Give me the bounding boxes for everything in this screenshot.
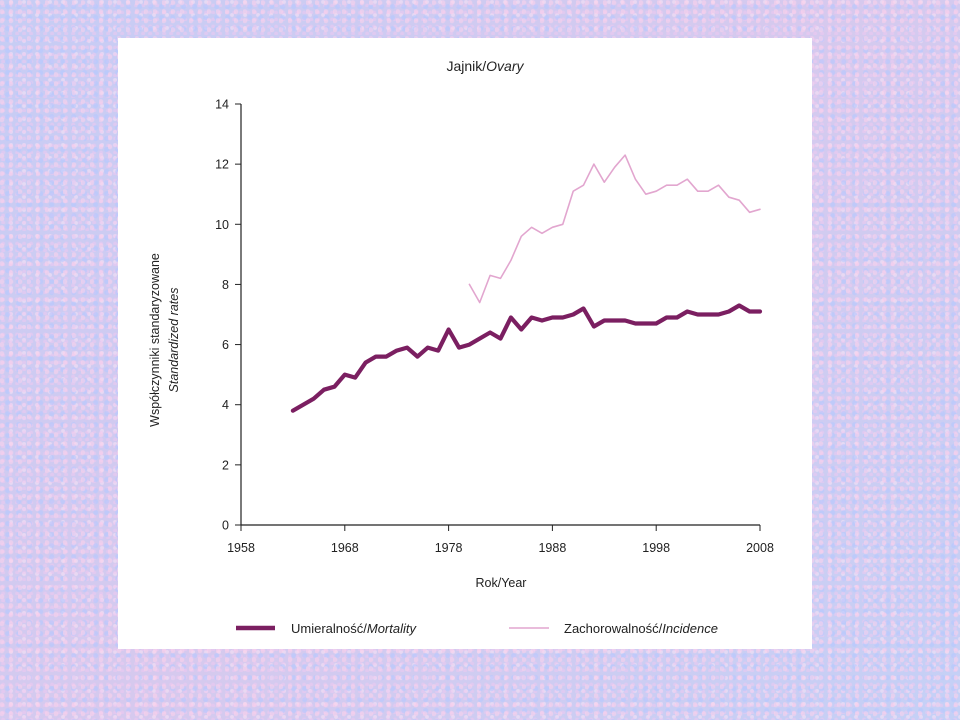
incidence-series-line — [468, 154, 761, 304]
y-tick-label: 10 — [215, 218, 229, 232]
y-tick-label: 12 — [215, 158, 229, 172]
x-tick-label: 1988 — [538, 541, 566, 555]
series-layer — [290, 154, 763, 413]
y-axis-title: Współczynniki standaryzowane Standardize… — [148, 253, 181, 427]
axis-ticks: 0 2 4 6 8 10 12 14 1958 1968 1978 1988 1998 2008 — [215, 98, 774, 556]
y-axis-title-italic: Standardized rates — [167, 288, 181, 393]
x-tick-label: 1968 — [331, 541, 359, 555]
legend-label-mortality: Umieralność/Mortality — [291, 621, 417, 636]
x-axis-title: Rok/Year — [476, 576, 527, 590]
y-tick-label: 14 — [215, 98, 229, 112]
y-axis-title-plain: Współczynniki standaryzowane — [148, 253, 162, 427]
y-tick-label: 2 — [222, 458, 229, 472]
x-tick-label: 1998 — [642, 541, 670, 555]
y-tick-label: 8 — [222, 278, 229, 292]
x-tick-label: 1958 — [227, 541, 255, 555]
chart: Jajnik/Ovary Współczynniki standaryzowan… — [148, 58, 774, 636]
legend-label-incidence: Zachorowalność/Incidence — [564, 621, 718, 636]
y-tick-label: 6 — [222, 338, 229, 352]
y-tick-label: 4 — [222, 398, 229, 412]
x-tick-label: 1978 — [435, 541, 463, 555]
chart-title: Jajnik/Ovary — [446, 58, 524, 74]
y-tick-label: 0 — [222, 519, 229, 533]
mortality-series-line — [290, 303, 763, 413]
x-tick-label: 2008 — [746, 541, 774, 555]
chart-panel: Jajnik/Ovary Współczynniki standaryzowan… — [118, 38, 812, 649]
legend: Umieralność/Mortality Zachorowalność/Inc… — [236, 621, 718, 636]
